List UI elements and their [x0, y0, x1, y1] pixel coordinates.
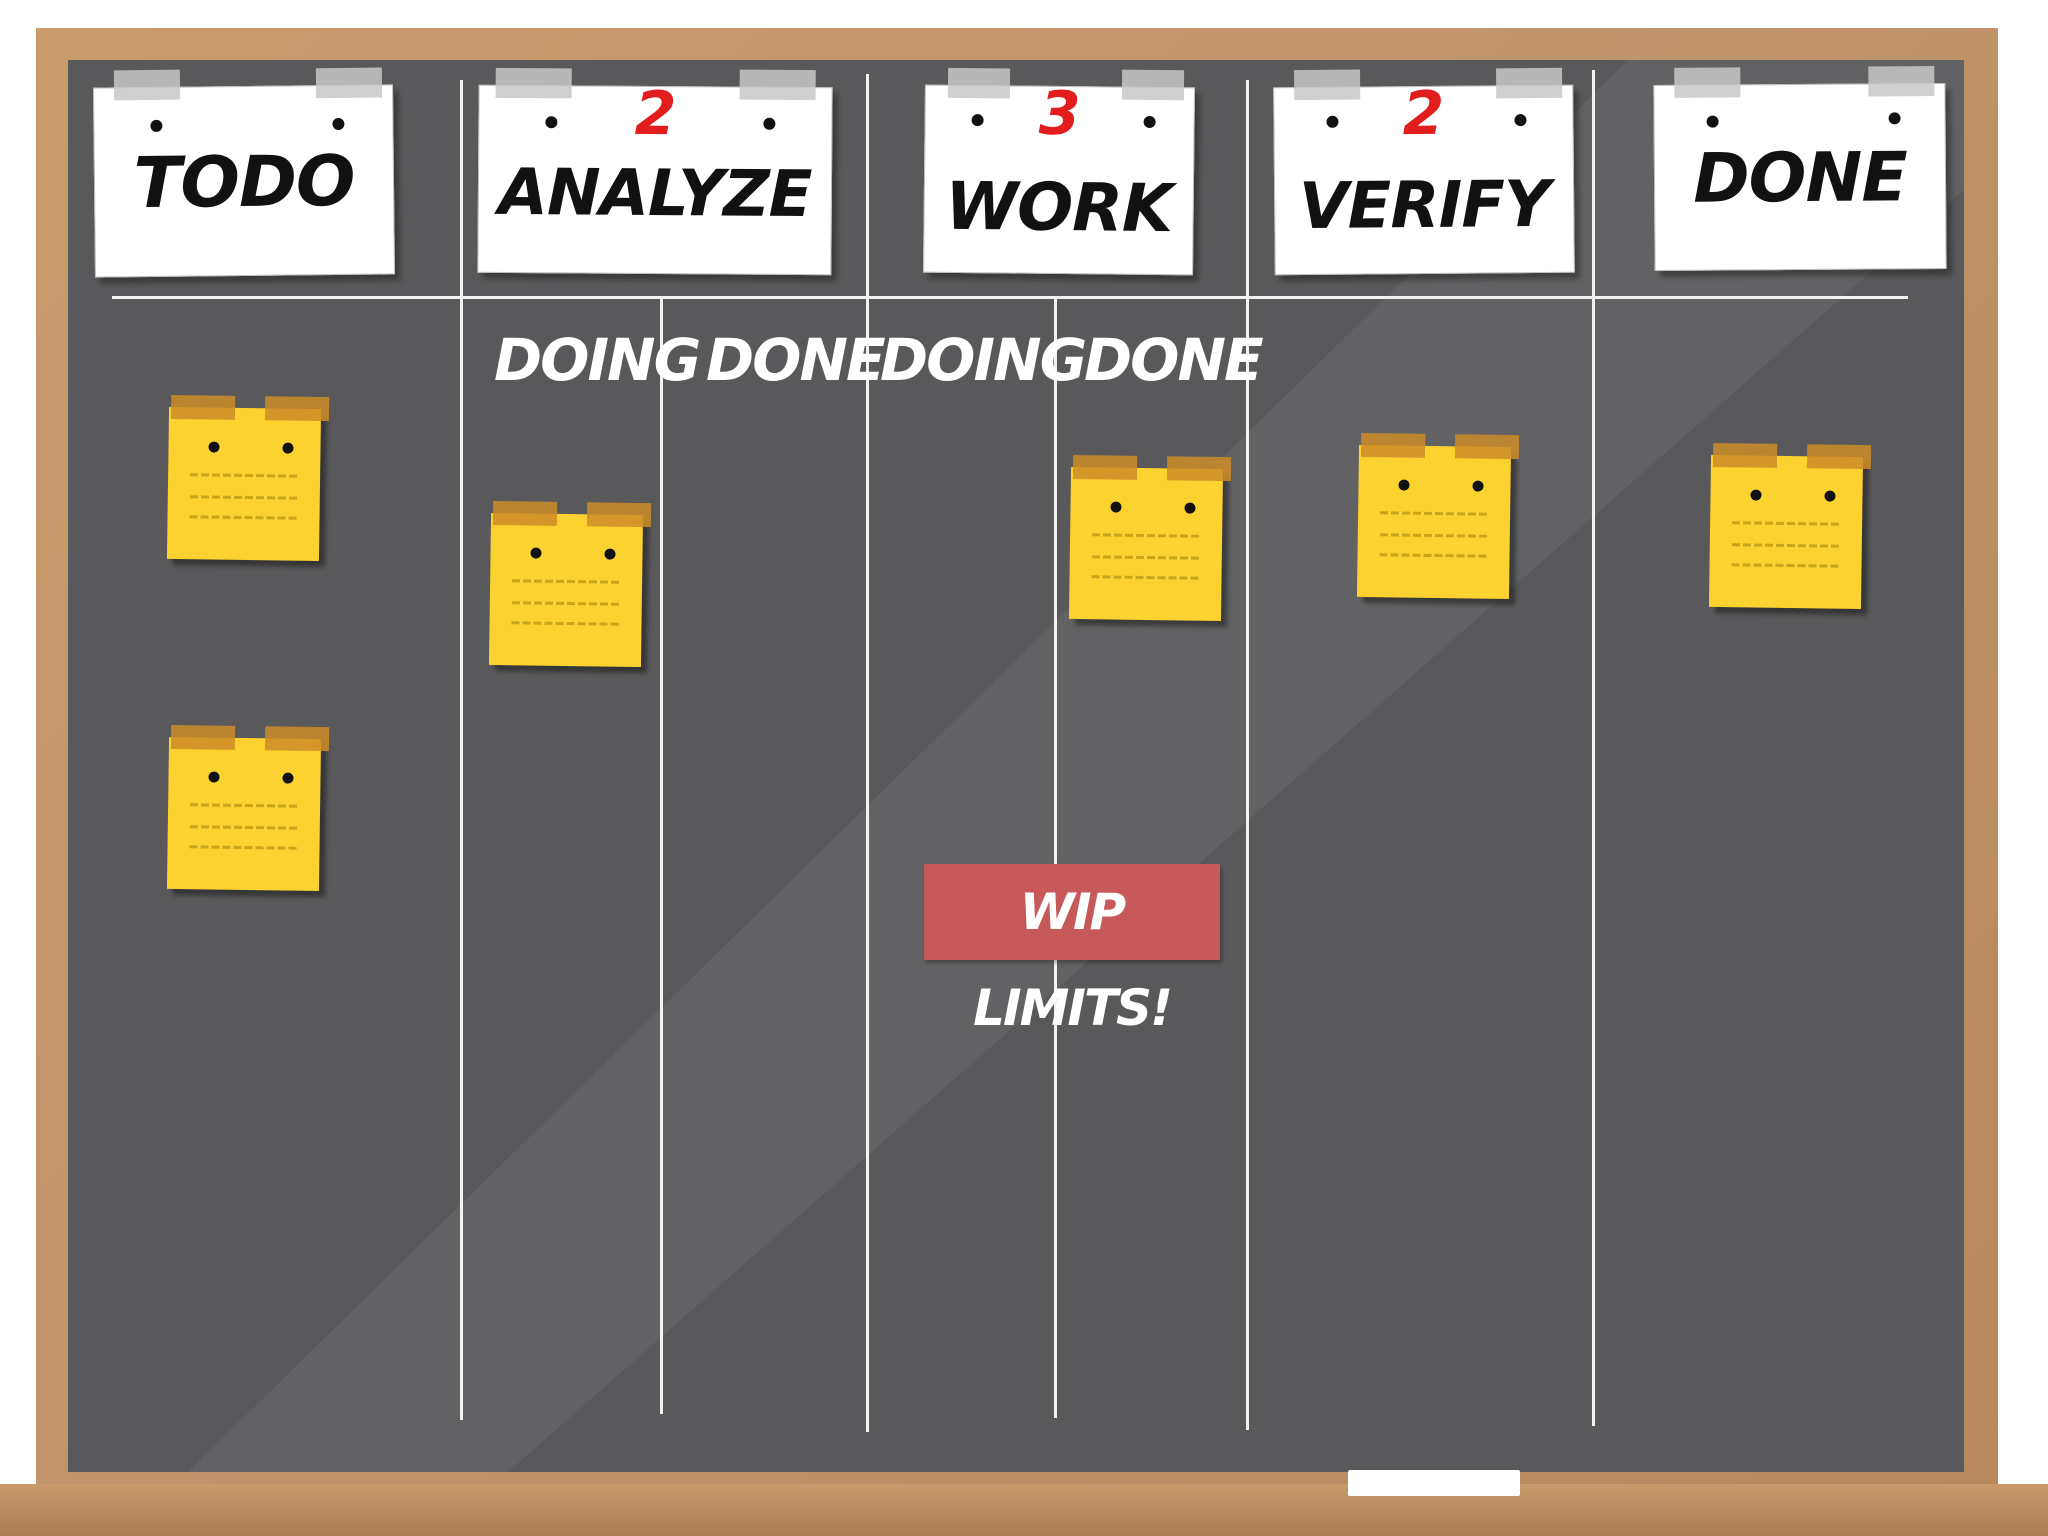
- note-dot: [530, 547, 542, 559]
- sticky-note[interactable]: [166, 724, 330, 892]
- note-scribble: [1731, 563, 1840, 568]
- note-scribble: [189, 825, 298, 830]
- wip-limits-callout: WIP LIMITS!: [924, 864, 1220, 1037]
- column-header-todo: TODO: [93, 67, 395, 278]
- tape: [1674, 67, 1741, 98]
- column-title: TODO: [133, 139, 355, 225]
- punch-hole: [332, 117, 345, 131]
- chalk-stick: [1348, 1470, 1520, 1496]
- note-dot: [1398, 479, 1410, 491]
- note-scribble: [189, 845, 298, 850]
- note-dot: [208, 771, 220, 783]
- column-title: ANALYZE: [498, 155, 812, 233]
- note-scribble: [511, 601, 620, 606]
- tape: [315, 67, 383, 99]
- subcolumn-label-work-doing: DOING: [880, 326, 1087, 394]
- tape: [1806, 444, 1872, 470]
- note-dot: [604, 548, 616, 560]
- note-scribble: [190, 803, 299, 808]
- punch-hole: [150, 119, 163, 132]
- tape: [170, 724, 236, 750]
- note-dot: [1472, 480, 1484, 492]
- note-dot: [208, 441, 220, 453]
- column-title: WORK: [944, 167, 1173, 248]
- sticky-note[interactable]: [1068, 454, 1232, 622]
- sticky-note[interactable]: [488, 500, 652, 668]
- note-dot: [1824, 490, 1836, 502]
- wip-limit-number: 2: [634, 78, 677, 150]
- column-divider-work-verify: [1246, 80, 1249, 1430]
- column-header-work: 3 WORK: [923, 67, 1195, 276]
- tape: [1072, 454, 1138, 480]
- note-scribble: [189, 495, 298, 500]
- note-dot: [1110, 501, 1122, 513]
- chalk-tray: [0, 1484, 2048, 1536]
- note-scribble: [1091, 575, 1200, 580]
- subcolumn-divider-analyze: [660, 298, 663, 1414]
- column-header-done: DONE: [1653, 66, 1947, 272]
- tape: [1166, 456, 1232, 482]
- note-scribble: [1379, 553, 1488, 558]
- tape: [1712, 442, 1778, 468]
- note-scribble: [1092, 533, 1201, 538]
- subcolumn-divider-work: [1054, 298, 1057, 1418]
- punch-hole: [1888, 112, 1901, 125]
- note-dot: [1184, 502, 1196, 514]
- note-dot: [1750, 489, 1762, 501]
- note-scribble: [1731, 543, 1840, 548]
- tape: [1360, 432, 1426, 458]
- tape: [264, 726, 330, 752]
- tape: [1454, 434, 1520, 460]
- tape: [113, 69, 181, 101]
- note-scribble: [1091, 555, 1200, 560]
- note-scribble: [190, 473, 299, 478]
- note-dot: [282, 442, 294, 454]
- column-divider-todo-analyze: [460, 80, 463, 1420]
- note-scribble: [511, 621, 620, 626]
- column-title: DONE: [1692, 138, 1908, 219]
- wip-limit-number: 3: [1038, 78, 1081, 150]
- tape: [264, 396, 330, 422]
- subcolumn-label-analyze-done: DONE: [706, 326, 886, 394]
- subcolumn-label-work-done: DONE: [1084, 326, 1264, 394]
- punch-hole: [1706, 115, 1719, 128]
- column-divider-verify-done: [1592, 70, 1595, 1426]
- subcolumn-label-analyze-doing: DOING: [494, 326, 701, 394]
- column-header-analyze: 2 ANALYZE: [477, 67, 833, 276]
- note-scribble: [1732, 521, 1841, 526]
- tape: [170, 394, 236, 420]
- sticky-note[interactable]: [1356, 432, 1520, 600]
- column-divider-analyze-work: [866, 74, 869, 1432]
- note-scribble: [1379, 533, 1488, 538]
- column-title: VERIFY: [1298, 167, 1550, 245]
- note-scribble: [189, 515, 298, 520]
- tape: [586, 502, 652, 528]
- tape: [492, 500, 558, 526]
- note-dot: [282, 772, 294, 784]
- header-divider: [112, 296, 1908, 299]
- column-header-verify: 2 VERIFY: [1273, 67, 1575, 276]
- wip-limit-number: 2: [1402, 78, 1445, 150]
- sticky-note[interactable]: [166, 394, 330, 562]
- note-scribble: [1380, 511, 1489, 516]
- tape: [1868, 66, 1935, 97]
- sticky-note[interactable]: [1708, 442, 1872, 610]
- note-scribble: [512, 579, 621, 584]
